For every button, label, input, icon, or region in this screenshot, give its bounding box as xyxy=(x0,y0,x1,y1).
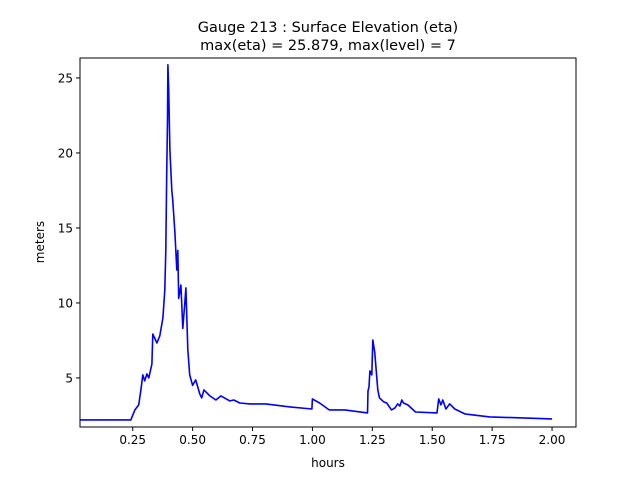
y-tick-label: 15 xyxy=(58,221,73,235)
x-tick-label: 1.75 xyxy=(479,433,506,447)
y-tick-label: 10 xyxy=(58,296,73,310)
y-tick-label: 5 xyxy=(65,371,73,385)
chart-title-line2: max(eta) = 25.879, max(level) = 7 xyxy=(200,38,456,54)
x-tick-label: 1.50 xyxy=(419,433,446,447)
x-tick-label: 0.75 xyxy=(239,433,266,447)
x-tick-label: 1.25 xyxy=(359,433,386,447)
axes-frame xyxy=(79,57,577,428)
y-tick-label: 20 xyxy=(58,146,73,160)
x-tick-label: 2.00 xyxy=(539,433,566,447)
y-axis-label: meters xyxy=(33,221,47,263)
y-tick-label: 25 xyxy=(58,71,73,85)
x-tick-label: 1.00 xyxy=(299,433,326,447)
x-tick-label: 0.25 xyxy=(119,433,146,447)
x-tick-label: 0.50 xyxy=(179,433,206,447)
x-axis-label: hours xyxy=(311,456,345,470)
series-line xyxy=(80,64,553,421)
chart-title-line1: Gauge 213 : Surface Elevation (eta) xyxy=(198,20,458,36)
